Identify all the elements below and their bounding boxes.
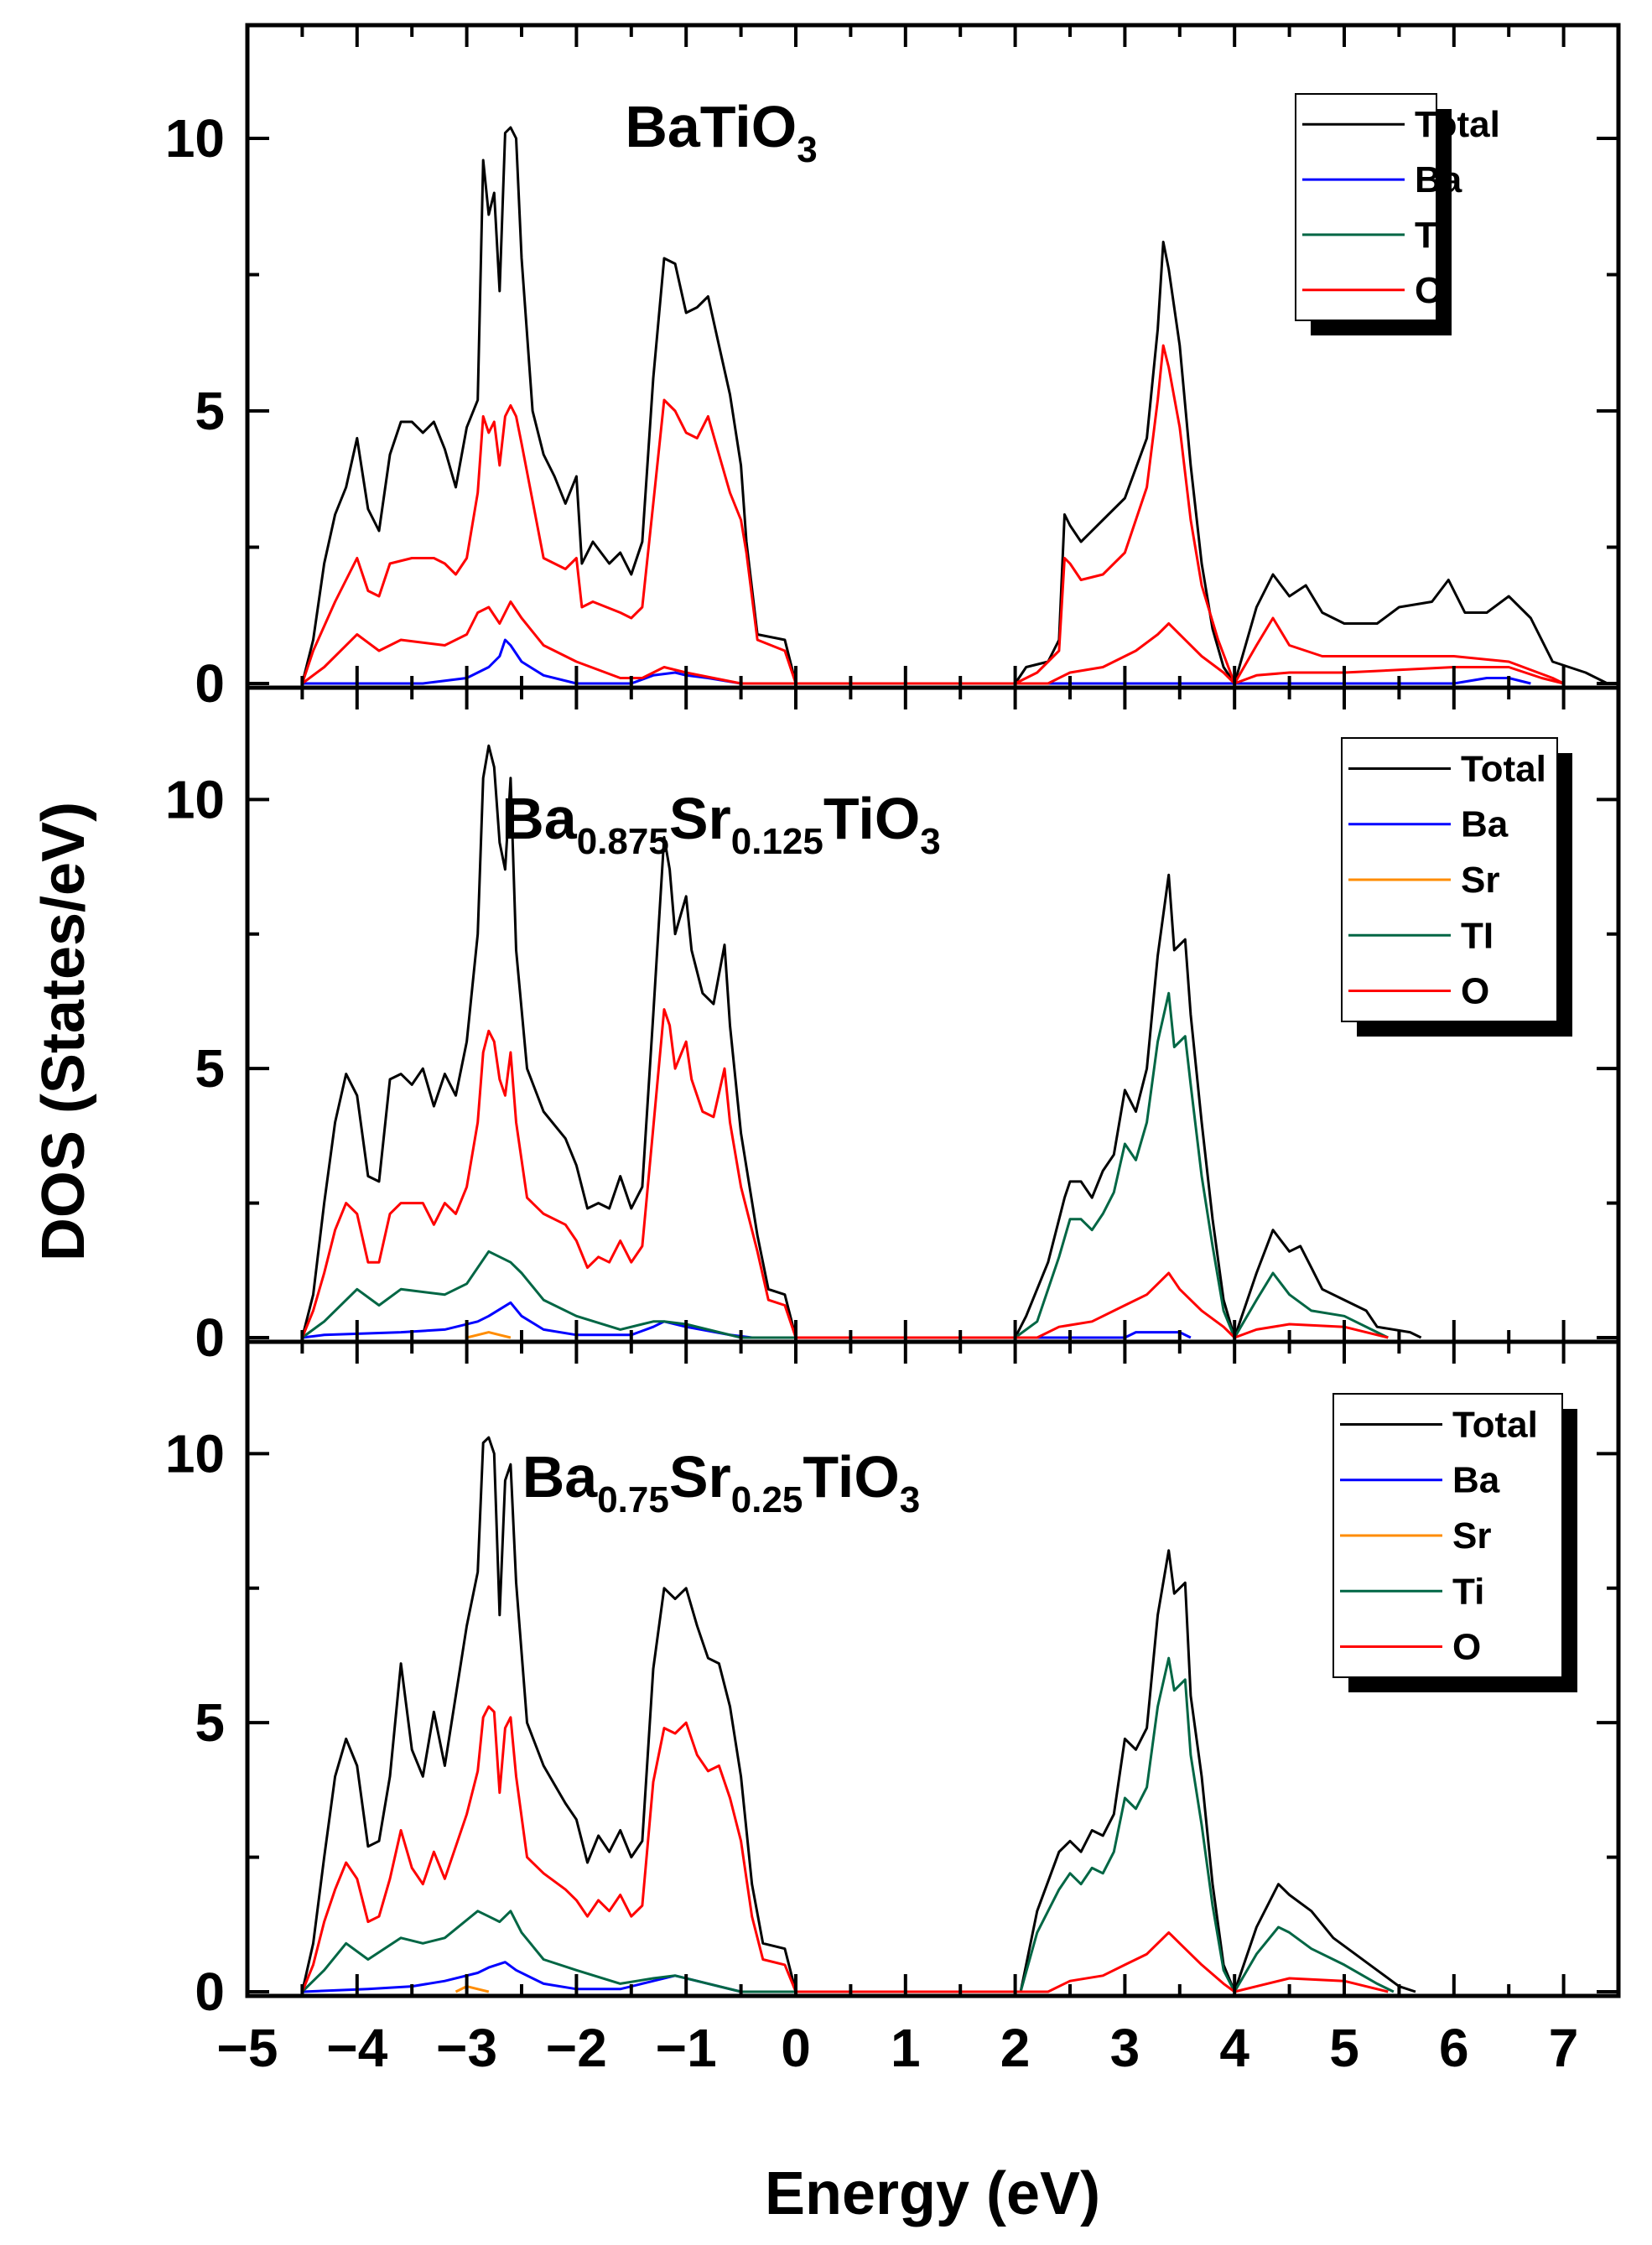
legend-label-ti: TI xyxy=(1461,915,1494,956)
y-tick-label: 5 xyxy=(195,381,225,441)
legend-label-o: O xyxy=(1452,1627,1481,1668)
series-ba-line xyxy=(302,638,1531,685)
legend-label-ti: Ti xyxy=(1452,1571,1484,1612)
x-tick-label: 7 xyxy=(1549,2018,1579,2078)
legend-box xyxy=(1295,93,1437,321)
panel-title: Ba0.75Sr0.25TiO3 xyxy=(522,1444,921,1520)
series-o-line xyxy=(301,344,1565,685)
series-ti-line xyxy=(301,1656,1395,1993)
y-tick-label: 5 xyxy=(195,1038,225,1099)
series-o-line xyxy=(301,1008,1389,1339)
legend: Total Ba Sr Ti O xyxy=(1333,1393,1577,1692)
series-o-line xyxy=(301,1705,1389,1993)
panel-title: BaTiO3 xyxy=(625,94,817,170)
x-tick-label: −3 xyxy=(436,2018,497,2078)
series-total-line xyxy=(300,1436,1416,1993)
y-tick-label: 5 xyxy=(195,1692,225,1753)
legend-label-total: Total xyxy=(1461,748,1546,789)
legend: Total Ba TI O xyxy=(1295,93,1500,335)
dos-panel-3: 0 5 10 −5 −4 −3 −2 −1 0 1 2 3 4 5 6 7 Ba0.75Sr0.25TiO3 To… xyxy=(165,1339,1621,2078)
legend-label-o: O xyxy=(1461,971,1489,1012)
x-tick-label: 2 xyxy=(1000,2018,1031,2078)
y-tick-label: 0 xyxy=(195,1962,225,2022)
y-tick-label: 10 xyxy=(165,1423,225,1484)
series-o-line xyxy=(300,398,1564,685)
legend: Total Ba Sr TI O xyxy=(1341,737,1572,1037)
y-tick-label: 10 xyxy=(165,108,225,169)
legend-label-ba: Ba xyxy=(1452,1460,1500,1501)
dos-panel-1: 0 5 10 BaTiO3 Total Ba TI O xyxy=(165,23,1621,714)
legend-label-o: O xyxy=(1415,270,1443,311)
panel-title: Ba0.875Sr0.125TiO3 xyxy=(501,786,941,862)
legend-label-ba: Ba xyxy=(1415,159,1462,200)
series-sr-line xyxy=(455,1985,490,1993)
legend-label-total: Total xyxy=(1452,1404,1538,1445)
x-tick-label: −2 xyxy=(546,2018,607,2078)
x-tick-label: −1 xyxy=(656,2018,717,2078)
series-total-line xyxy=(300,744,1422,1339)
legend-label-sr: Sr xyxy=(1461,860,1499,901)
y-tick-label: 0 xyxy=(195,1307,225,1368)
y-tick-label: 0 xyxy=(195,653,225,714)
x-tick-label: 4 xyxy=(1219,2018,1249,2078)
x-tick-label: 3 xyxy=(1110,2018,1140,2078)
plot-frame xyxy=(245,1339,1621,1998)
x-tick-label: 6 xyxy=(1439,2018,1469,2078)
dos-panel-2: 0 5 10 Ba0.875Sr0.125TiO3 Total Ba Sr TI O xyxy=(165,685,1621,1368)
x-tick-label: −4 xyxy=(326,2018,387,2078)
series-ti-line xyxy=(301,991,1389,1339)
y-axis-label: DOS (States/eV) xyxy=(30,802,97,1261)
legend-label-ba: Ba xyxy=(1461,804,1509,845)
series-ba-line xyxy=(302,1301,1192,1339)
series-sr-line xyxy=(466,1331,512,1339)
series-total-line xyxy=(300,126,1608,685)
x-tick-label: 1 xyxy=(891,2018,921,2078)
legend-label-total: Total xyxy=(1415,104,1500,145)
x-axis-label: Energy (eV) xyxy=(765,2160,1100,2227)
legend-label-sr: Sr xyxy=(1452,1515,1491,1556)
x-tick-label: 0 xyxy=(781,2018,811,2078)
x-tick-label: 5 xyxy=(1329,2018,1359,2078)
legend-label-ti: TI xyxy=(1415,215,1447,256)
y-tick-label: 10 xyxy=(165,769,225,829)
x-tick-label: −5 xyxy=(217,2018,278,2078)
